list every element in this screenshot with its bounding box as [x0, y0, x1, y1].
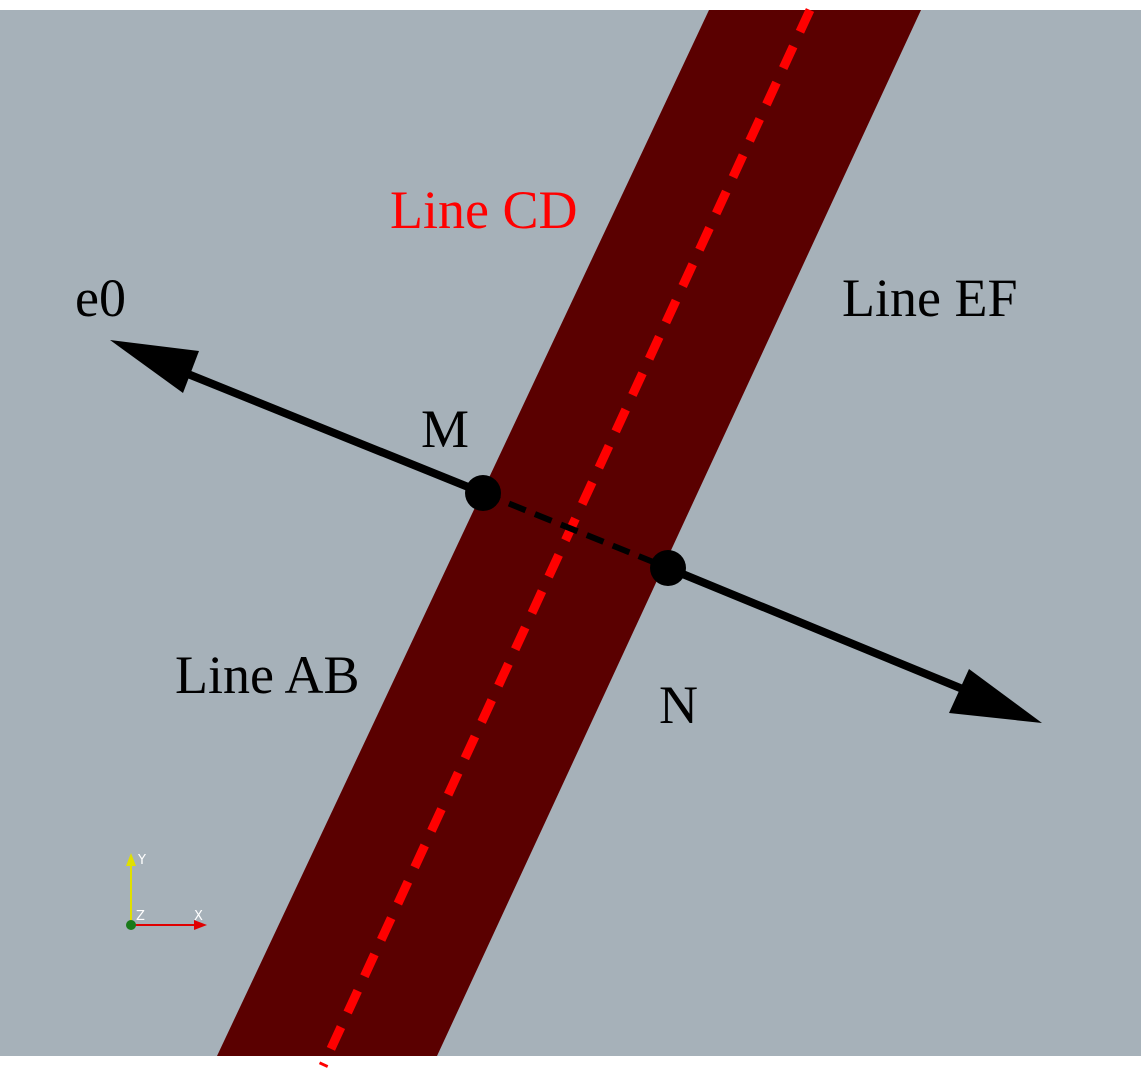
x-axis-label: X: [194, 909, 203, 924]
e0-label: e0: [75, 268, 126, 328]
n-arrowhead: [949, 669, 1042, 723]
point-n-marker: [650, 550, 686, 586]
point-m-label: M: [421, 399, 469, 459]
e0-arrow-shaft: [176, 366, 485, 497]
x-axis-arrowhead: [194, 920, 207, 930]
line-cd-label: Line CD: [390, 180, 577, 240]
e0-arrowhead: [110, 340, 199, 393]
mn-dashed-segment: [481, 490, 670, 571]
point-m-marker: [465, 475, 501, 511]
line-cd-dashed: [318, 8, 815, 1068]
n-arrow-shaft: [666, 564, 967, 694]
z-axis-marker: [126, 920, 136, 930]
line-ef-label: Line EF: [842, 268, 1017, 328]
line-ab-label: Line AB: [175, 645, 360, 705]
y-axis-label: Y: [137, 853, 146, 868]
point-n-label: N: [659, 675, 698, 735]
orientation-axes-widget: Y X Z: [126, 853, 207, 930]
y-axis-arrowhead: [126, 853, 136, 866]
z-axis-label: Z: [136, 909, 145, 924]
